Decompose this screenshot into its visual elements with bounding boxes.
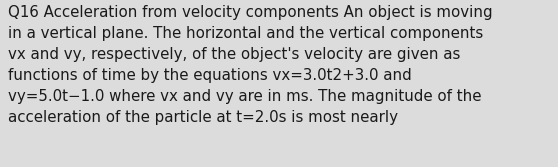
Text: Q16 Acceleration from velocity components An object is moving
in a vertical plan: Q16 Acceleration from velocity component… [8,5,493,125]
